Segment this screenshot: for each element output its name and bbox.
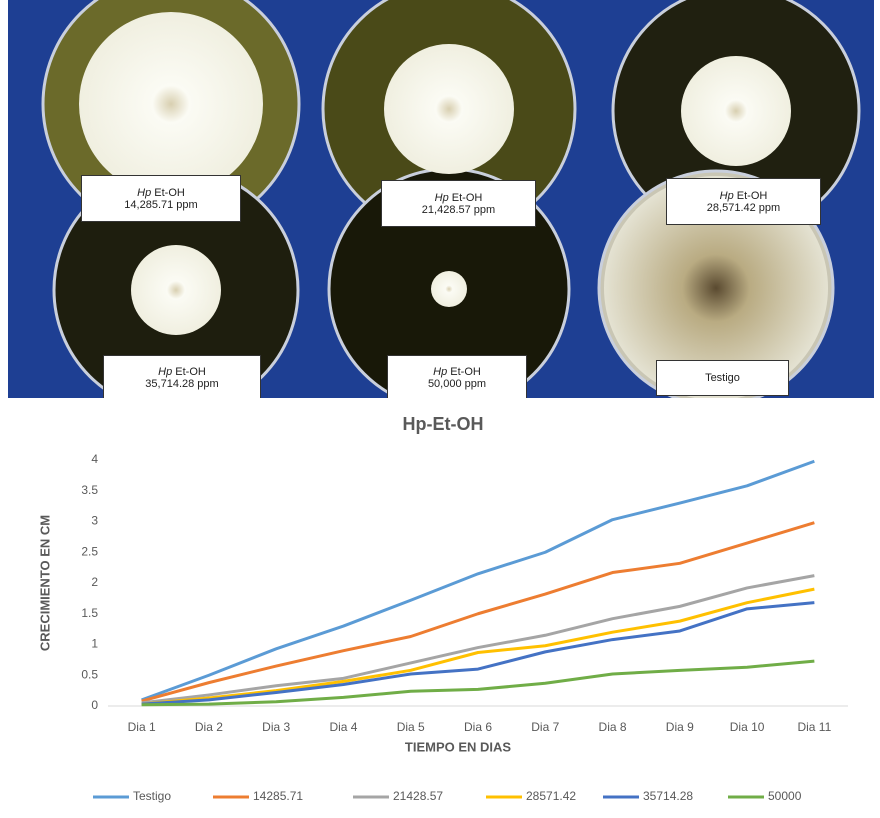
x-tick-label: Dia 11 [797, 720, 831, 734]
x-tick-label: Dia 9 [666, 720, 694, 734]
legend-label: 35714.28 [643, 789, 693, 803]
series-line [142, 461, 815, 700]
x-tick-label: Dia 10 [730, 720, 765, 734]
y-tick-label: 0 [91, 698, 98, 712]
x-tick-label: Dia 5 [397, 720, 425, 734]
x-tick-label: Dia 8 [599, 720, 627, 734]
x-tick-label: Dia 6 [464, 720, 492, 734]
y-tick-label: 4 [91, 452, 98, 466]
plate-label: Testigo [656, 360, 789, 396]
y-tick-label: 1 [91, 637, 98, 651]
y-tick-label: 3.5 [81, 483, 98, 497]
series-line [142, 576, 815, 703]
chart: Hp-Et-OH TIEMPO EN DIAS CRECIMIENTO EN C… [0, 398, 880, 818]
y-axis-title: CRECIMIENTO EN CM [37, 515, 52, 651]
x-tick-label: Dia 7 [531, 720, 559, 734]
x-axis-title: TIEMPO EN DIAS [405, 739, 512, 754]
legend-label: 50000 [768, 789, 802, 803]
y-tick-label: 2.5 [81, 544, 98, 558]
x-tick-label: Dia 4 [329, 720, 357, 734]
x-tick-label: Dia 1 [128, 720, 156, 734]
chart-title: Hp-Et-OH [403, 414, 484, 434]
legend-label: 14285.71 [253, 789, 303, 803]
legend-label: Testigo [133, 789, 171, 803]
x-tick-label: Dia 3 [262, 720, 290, 734]
legend-label: 28571.42 [526, 789, 576, 803]
y-tick-label: 1.5 [81, 606, 98, 620]
legend-label: 21428.57 [393, 789, 443, 803]
page: Hp Et-OH14,285.71 ppm Hp Et-OH21,428.57 … [0, 0, 880, 818]
y-tick-label: 2 [91, 575, 98, 589]
y-tick-label: 3 [91, 514, 98, 528]
y-tick-label: 0.5 [81, 667, 98, 681]
x-tick-label: Dia 2 [195, 720, 223, 734]
